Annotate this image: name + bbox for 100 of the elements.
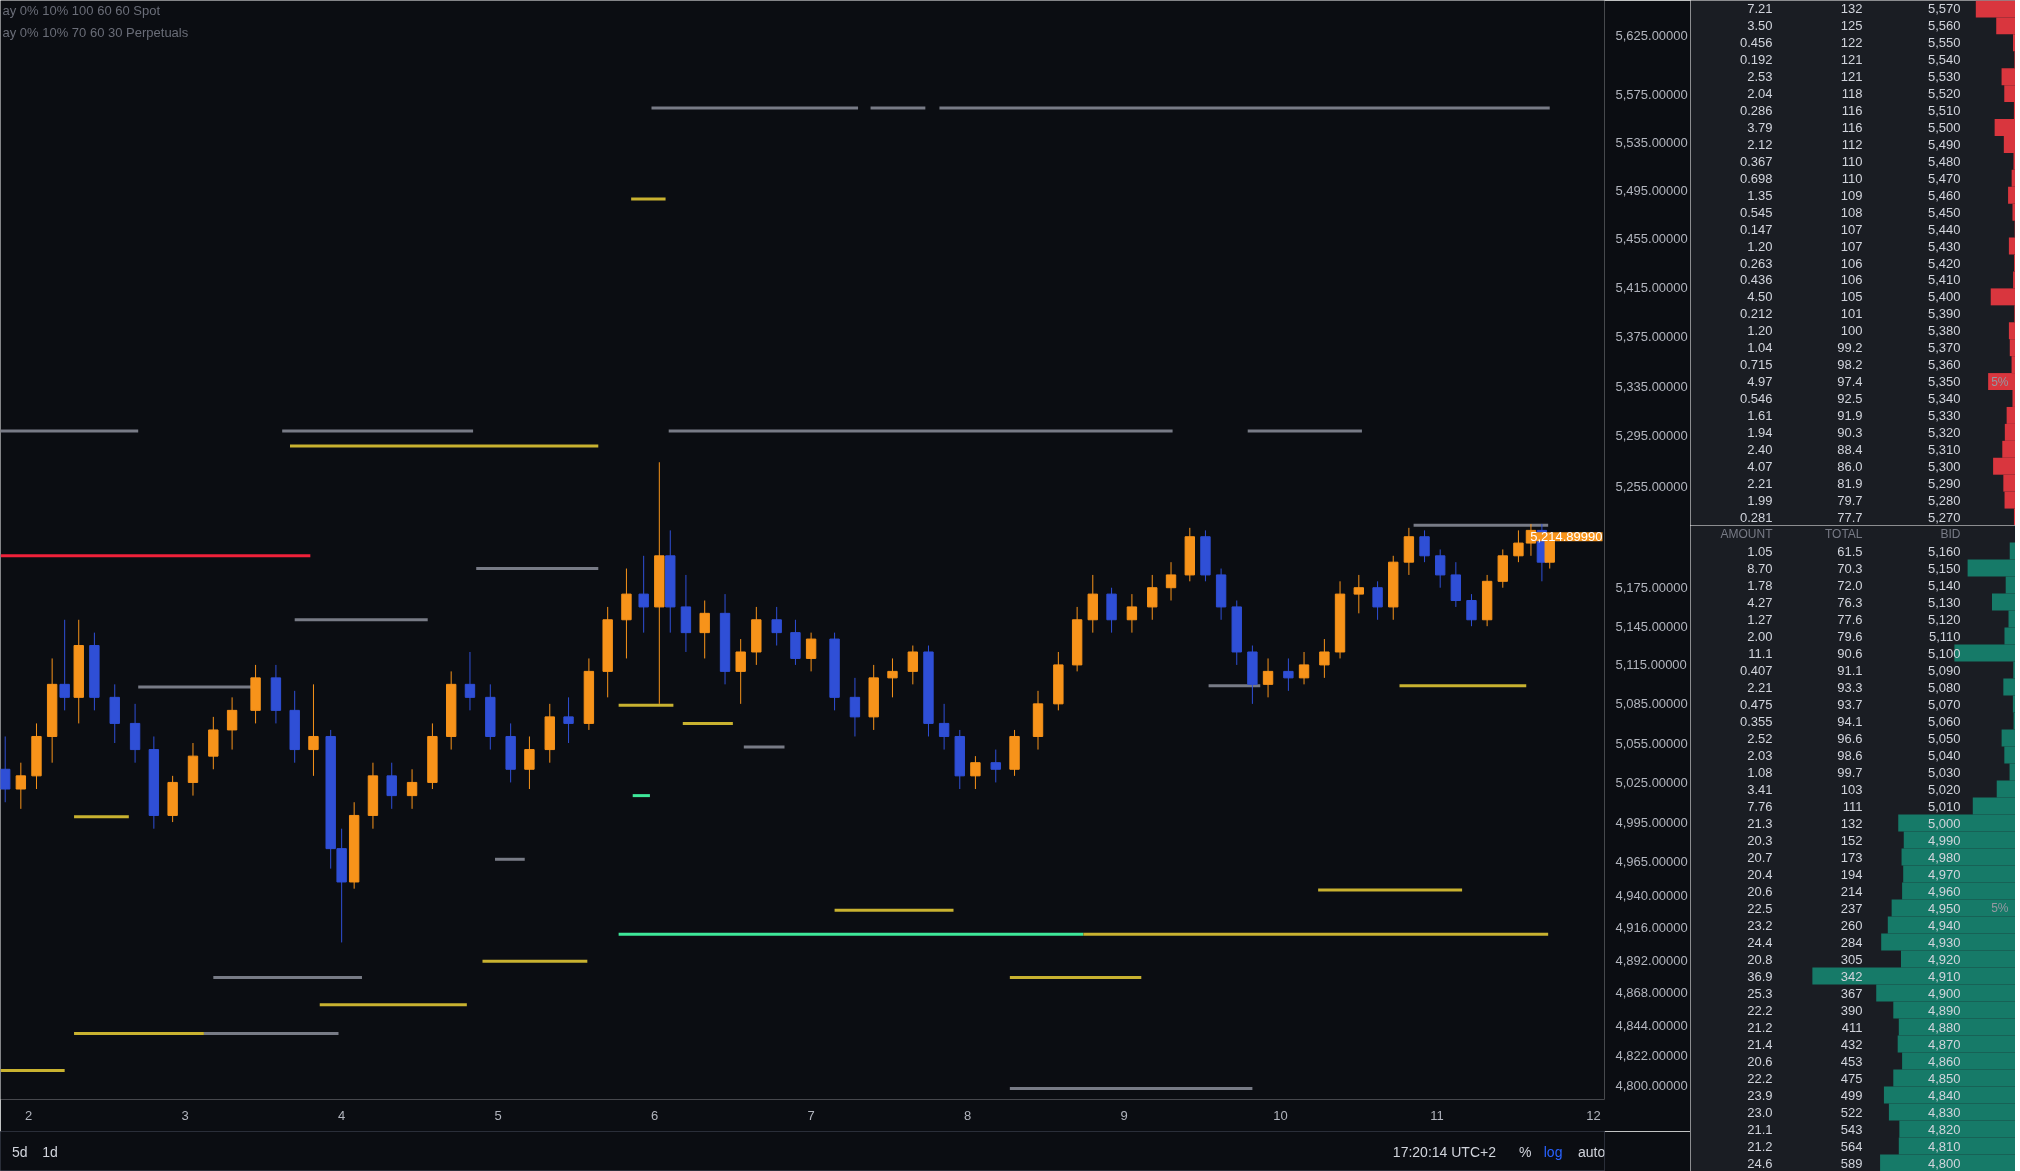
annotation: 499 [1840, 1087, 1863, 1103]
annotation: ay 0% 10% 70 60 30 Perpetuals [2, 25, 189, 40]
text: 1d [42, 1143, 58, 1160]
data-label: 1.27 [1747, 611, 1773, 627]
annotation: 367 [1840, 985, 1863, 1001]
y-tick-label: 5,295.00000 [1615, 428, 1688, 444]
text: 105 [1840, 289, 1863, 305]
candlestick [887, 657, 898, 698]
text: 101 [1840, 306, 1863, 322]
y-tick-label: 5,010 [1927, 798, 1961, 814]
y-tick-label: 5,115.00000 [1615, 657, 1687, 673]
data-label: 21.2 [1747, 1019, 1773, 1035]
text: 118 [1841, 86, 1863, 102]
y-tick-label: 5,530 [1927, 69, 1961, 85]
annotation: 432 [1840, 1036, 1863, 1052]
candlestick [1419, 529, 1430, 563]
annotation: 94.1 [1837, 713, 1863, 729]
candlestick [563, 696, 574, 744]
y-tick-label: 5,130 [1927, 594, 1961, 610]
x-tick-label: 6 [651, 1107, 659, 1123]
y-tick-label: 5,000 [1927, 815, 1961, 831]
candlestick [406, 768, 418, 810]
y-tick-label: 5,520 [1927, 86, 1961, 102]
y-tick-label: 5,460 [1927, 187, 1961, 203]
y-tick-label: 5,060 [1927, 713, 1961, 729]
x-tick-label: 3 [181, 1107, 189, 1123]
data-label: 3.79 [1747, 120, 1773, 136]
annotation: 5% [1991, 901, 2009, 915]
y-tick-label: 4,860 [1927, 1053, 1961, 1069]
y-tick-label: 5,455.00000 [1615, 231, 1688, 247]
y-tick-label: 5,255.00000 [1615, 478, 1688, 494]
data-label: 0.545 [1739, 204, 1773, 220]
candlestick [1147, 574, 1158, 621]
x-tick-label: 11 [1430, 1107, 1444, 1123]
annotation: TOTAL [1824, 527, 1863, 541]
data-label: 0.407 [1739, 662, 1773, 678]
data-label: 21.2 [1747, 1138, 1773, 1154]
candlestick [805, 632, 817, 672]
data-label: 23.9 [1747, 1087, 1773, 1103]
text: 110 [1841, 170, 1863, 186]
candlestick [0, 735, 11, 803]
y-tick-label: 5,415.00000 [1615, 280, 1688, 296]
annotation: 98.6 [1837, 747, 1863, 763]
data-label: 0.715 [1739, 357, 1773, 373]
annotation: BID [1940, 527, 1961, 541]
y-tick-label: 5,360 [1927, 357, 1961, 373]
data-label: 25.3 [1747, 985, 1773, 1001]
annotation: 103 [1840, 781, 1863, 797]
y-tick-label: 5,625.00000 [1615, 28, 1688, 44]
data-label: 8.70 [1747, 560, 1773, 576]
text: 99.2 [1837, 340, 1863, 356]
data-label: 20.7 [1747, 849, 1773, 865]
y-tick-label: 5,145.00000 [1615, 618, 1688, 634]
data-label: 0.475 [1739, 696, 1773, 712]
candlestick [849, 677, 861, 737]
y-tick-label: 5,550 [1927, 35, 1961, 51]
data-label: 4.50 [1747, 289, 1773, 305]
data-label: 0.367 [1739, 153, 1773, 169]
data-label: 2.12 [1747, 136, 1773, 152]
data-label: 0.212 [1739, 306, 1773, 322]
data-label: 7.21 [1747, 1, 1773, 17]
data-label: 20.3 [1747, 832, 1773, 848]
annotation: 305 [1840, 951, 1863, 967]
candlestick [1319, 638, 1330, 679]
text: 86.0 [1837, 458, 1863, 474]
y-tick-label: 5,375.00000 [1615, 329, 1688, 345]
x-tick-label: 5 [494, 1107, 502, 1123]
y-tick-label: 5,560 [1927, 18, 1961, 34]
text: 116 [1841, 120, 1863, 136]
y-tick-label: 4,870 [1927, 1036, 1961, 1052]
data-label: 0.192 [1739, 52, 1773, 68]
data-label: 1.61 [1747, 407, 1773, 423]
data-label: 4.07 [1747, 458, 1773, 474]
y-tick-label: 5,110 [1928, 628, 1961, 644]
text: 88.4 [1837, 441, 1863, 457]
y-tick-label: 5,540 [1927, 52, 1961, 68]
y-tick-label: 4,940 [1927, 917, 1961, 933]
y-tick-label: 4,820 [1927, 1121, 1961, 1137]
data-label: 21.1 [1747, 1121, 1773, 1137]
y-tick-label: 5,280 [1927, 492, 1961, 508]
candlestick [226, 696, 238, 751]
candlestick [15, 762, 27, 810]
y-tick-label: 5,380 [1927, 323, 1961, 339]
data-label: 24.6 [1747, 1155, 1773, 1171]
text: 121 [1840, 69, 1863, 85]
y-tick-label: 4,990 [1927, 832, 1961, 848]
data-label: 0.698 [1739, 170, 1773, 186]
candlestick [1298, 651, 1310, 685]
x-tick-label: 2 [25, 1107, 33, 1123]
data-label: 0.456 [1739, 35, 1773, 51]
annotation: 72.0 [1837, 577, 1863, 593]
data-label: 2.52 [1747, 730, 1773, 746]
annotation: 342 [1840, 968, 1863, 984]
y-tick-label: 5,300 [1927, 458, 1961, 474]
data-label: 2.21 [1747, 679, 1773, 695]
y-tick-label: 5,020 [1927, 781, 1961, 797]
data-label: 23.0 [1747, 1104, 1773, 1120]
annotation: 91.1 [1837, 662, 1863, 678]
data-label: 22.5 [1747, 900, 1773, 916]
annotation: 564 [1840, 1138, 1863, 1154]
